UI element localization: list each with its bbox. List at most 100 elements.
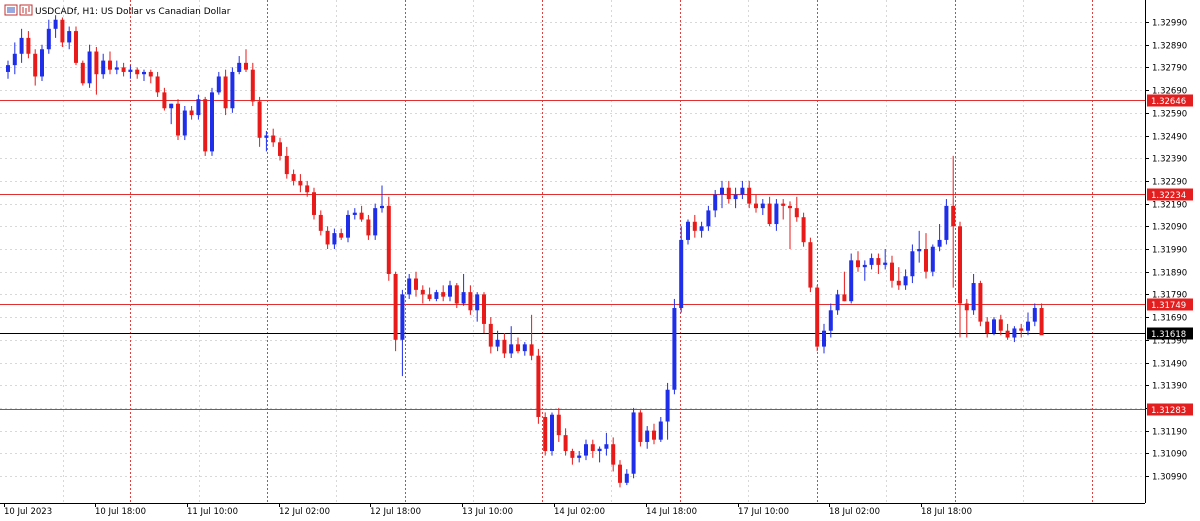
candle [94,46,99,95]
candle [128,65,133,79]
candle-body [101,60,106,75]
candle-body [509,344,514,354]
candle-body [536,355,541,417]
chart-type-icon[interactable] [19,4,33,16]
candle-body [706,210,711,227]
candle [278,137,282,161]
candle [958,221,962,338]
price-level-badge [1147,188,1193,201]
time-axis[interactable]: 10 Jul 2023 10 Jul 18:00 11 Jul 10:00 12 Ju… [4,503,972,517]
candle [359,205,364,222]
candle-body [788,205,792,209]
candle-body [148,71,153,77]
candle [631,407,636,479]
candle [876,253,881,274]
candle-body [672,308,677,390]
candle-body [985,321,990,333]
candle-body [284,155,289,175]
candle [407,273,412,299]
candle [869,253,874,270]
candle [264,130,269,152]
price-level-badge [1147,403,1193,416]
candle [176,99,180,141]
candle [305,180,310,197]
candle-body [114,67,119,70]
candle [713,189,718,218]
candle-body [713,194,718,211]
candle-body [196,99,201,116]
candle-body [230,71,235,109]
chart-menu-icon[interactable] [4,4,18,16]
candle [618,460,622,488]
candle [19,28,24,63]
candle-body [216,76,221,93]
price-tick-label: 1.32890 [1152,42,1187,52]
candle-body [434,292,439,299]
candle [325,226,330,249]
candle [237,56,242,75]
candle-body [556,414,561,436]
candle [1019,323,1024,338]
candle-body [563,435,568,452]
candle [971,273,976,315]
candle-body [74,31,78,63]
candle-body [937,239,942,247]
candle [672,298,677,395]
candle [706,205,711,231]
candle [862,260,867,281]
price-tick-label: 1.31190 [1152,428,1187,438]
candle [1039,303,1044,336]
candle-body [40,49,44,77]
candle-body [94,51,99,75]
candle-body [944,205,949,240]
candle [12,42,17,75]
candle [645,426,650,449]
candle [754,194,758,213]
candle-body [475,294,480,311]
candle-body [298,180,303,186]
candle-body [312,192,316,215]
time-tick-label: 10 Jul 2023 [4,507,52,517]
candle [849,253,854,304]
time-tick-label: 18 Jul 18:00 [921,507,972,517]
candle-body [339,233,344,238]
candle [373,203,378,240]
candle-body [747,187,752,204]
candle-body [1005,330,1010,338]
candle-body [794,208,799,218]
candle-body [876,258,881,265]
candle [733,187,738,209]
candle-body [53,19,58,29]
candle [380,185,384,213]
candle [284,146,289,179]
candle-body [924,249,928,272]
candle [788,201,792,249]
candle [896,267,901,290]
price-axis[interactable]: 1.32990 1.32890 1.32790 1.32690 1.32590 1.324… [1145,19,1187,483]
candle [808,237,813,293]
candle [679,226,684,313]
candle-body [46,28,51,50]
price-tick-label: 1.32990 [1152,19,1187,29]
candle [516,337,520,354]
candle [550,412,554,456]
price-tick-label: 1.32190 [1152,201,1187,211]
candle-body [529,344,534,356]
candle [210,87,214,156]
price-tick-label: 1.31490 [1152,360,1187,370]
candle-body [291,174,296,181]
candle [101,53,106,79]
candle [563,428,568,456]
candle-body [448,285,452,297]
candle [461,273,466,306]
time-tick-label: 12 Jul 18:00 [370,507,421,517]
candle [924,233,928,279]
candle [699,221,704,238]
candle [53,15,58,38]
candle-body [760,203,765,209]
candle-body [910,251,915,277]
candle [87,44,92,88]
candle-body [971,283,976,311]
